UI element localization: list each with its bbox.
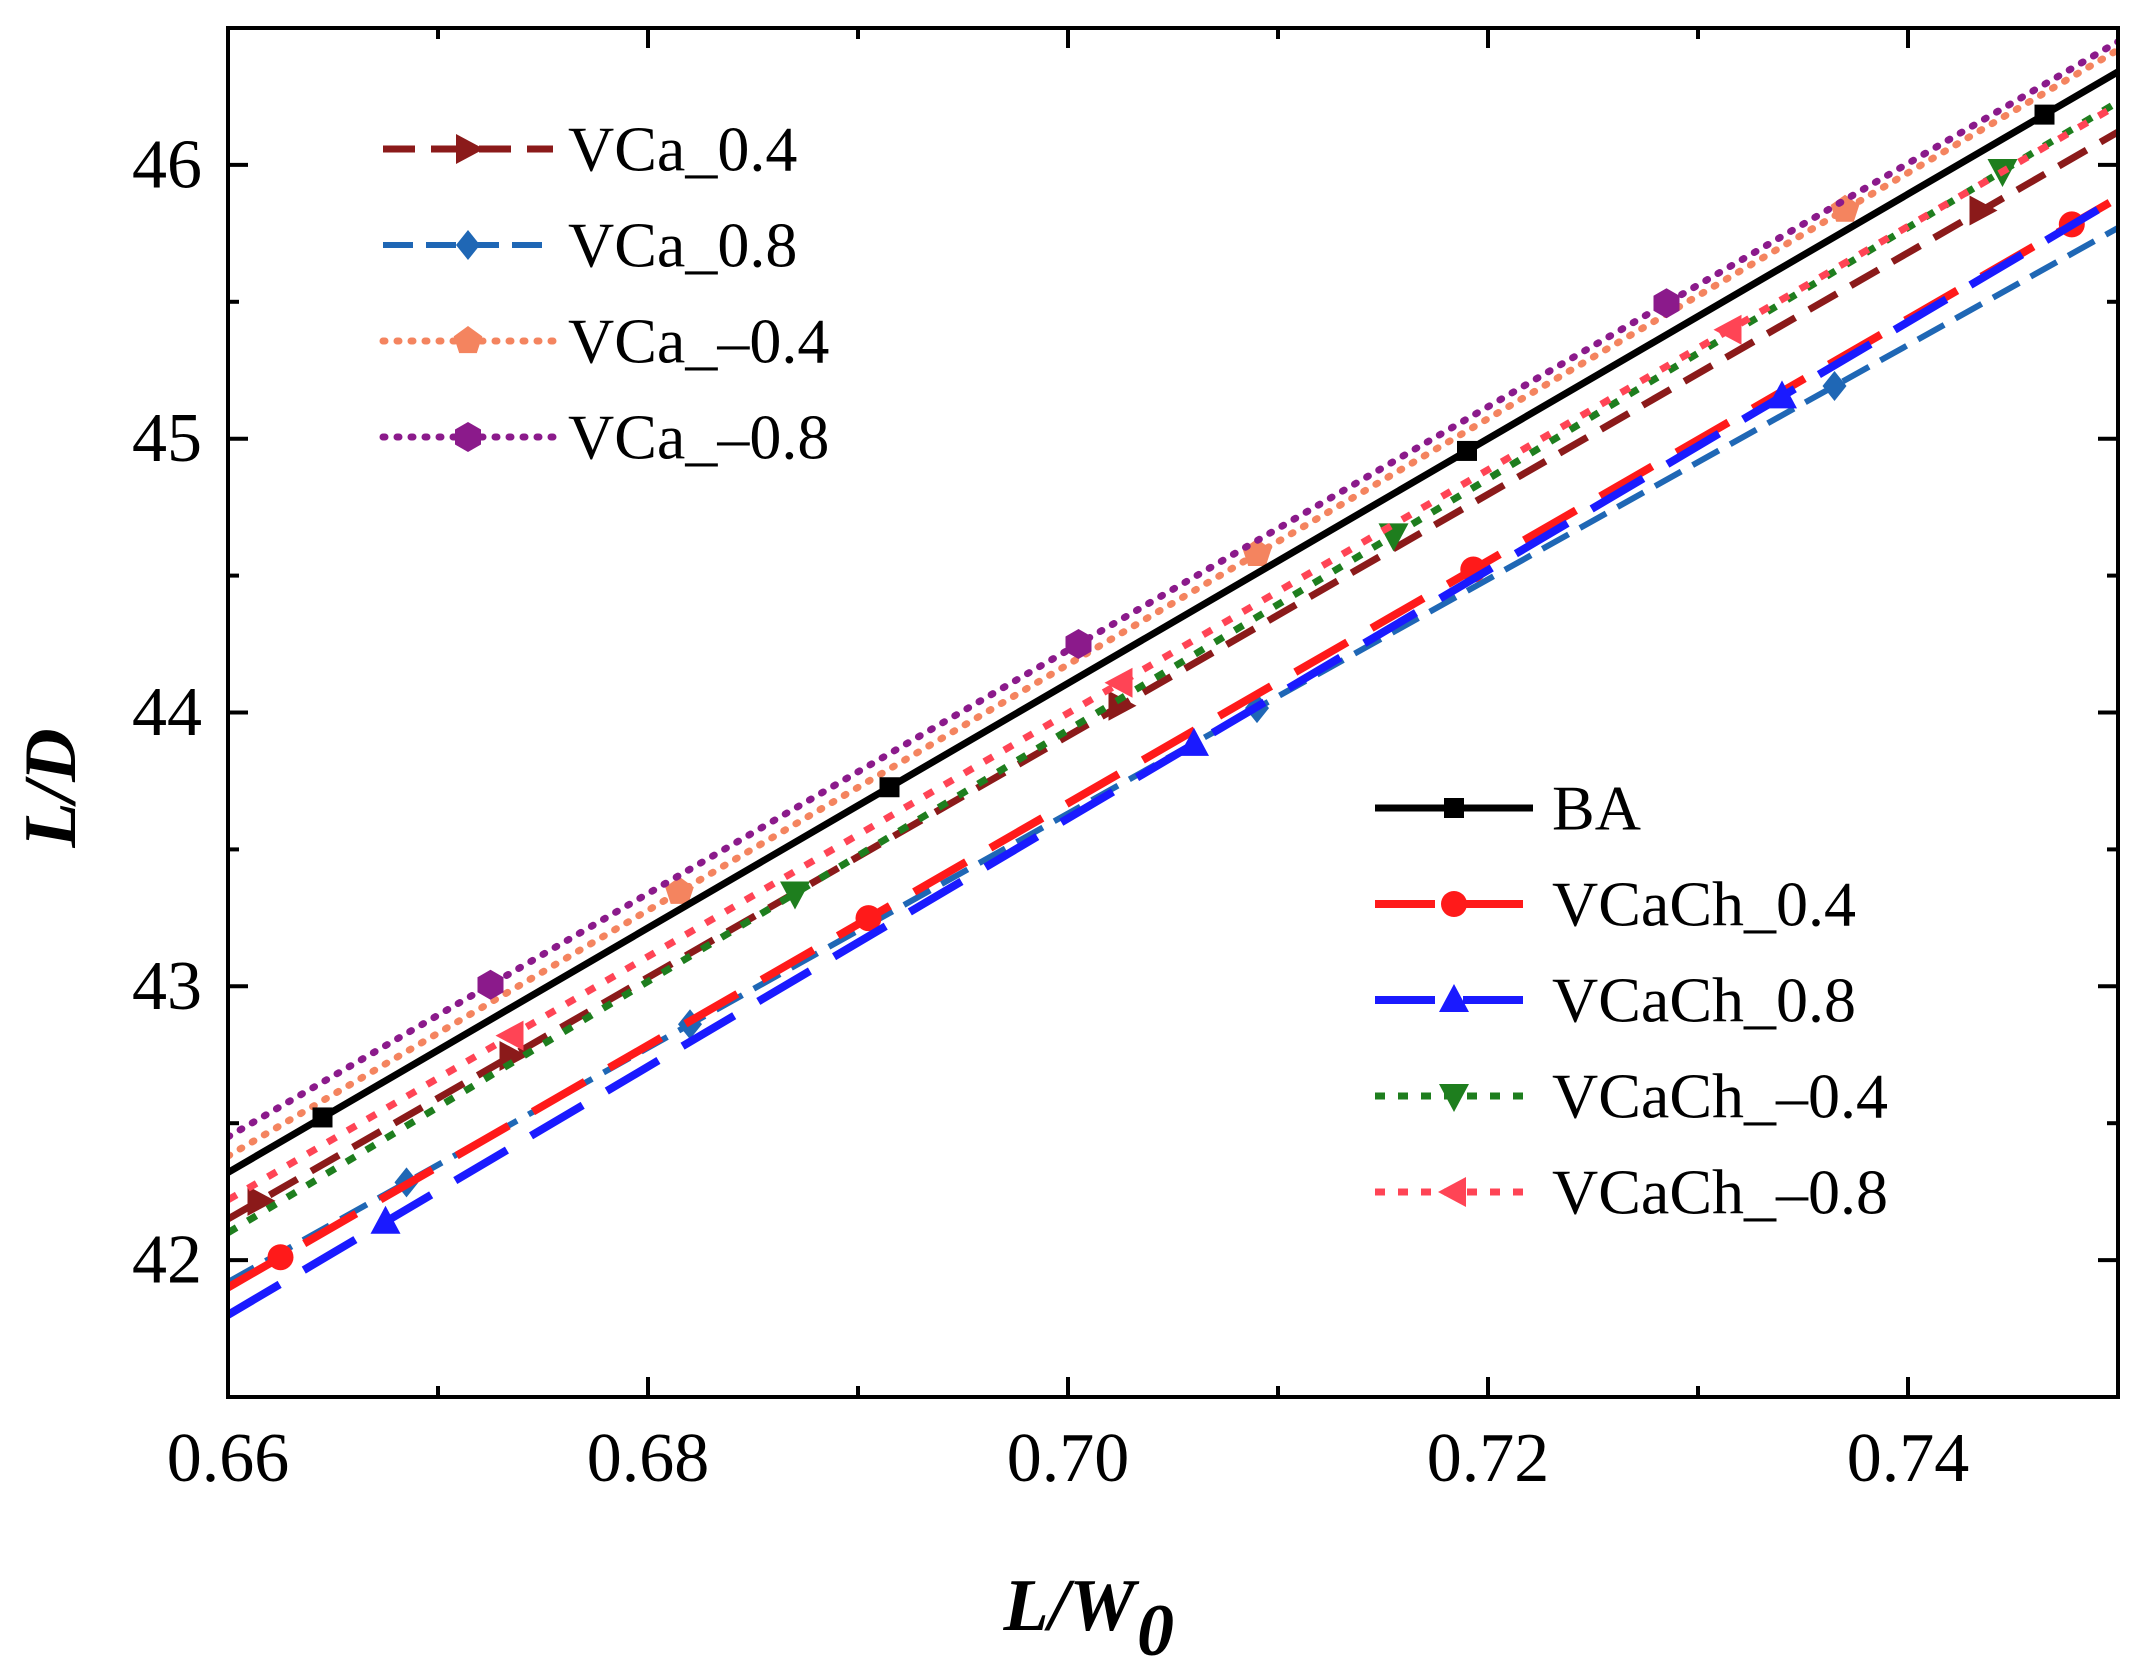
legend-marker-vcach-0-4 [1441,891,1467,917]
series-line-vcach-0-8 [228,194,2118,1319]
data-point-ba-1 [879,777,900,798]
legend-bottom-right: BA VCaCh_0.4 VCaCh_0.8 VCaCh_–0.4 VCaCh_–0.8 [1375,773,1888,1228]
legend-marker-vca-0-8 [456,230,480,260]
series-line-vca-0-4 [228,128,2118,1223]
data-point-vcach-0-8-2 [1767,380,1797,409]
series-line-vca-0-8 [228,38,2118,1141]
legend-marker-ba [1444,798,1464,818]
legend-entry-ba: BA [1375,773,1641,844]
series-line-vcach-0-4 [228,194,2118,1291]
data-point-vca-0-8-1 [1065,629,1092,659]
series-vcach-0-8 [228,101,2118,1203]
legend-top-left: VCa_0.4 VCa_0.8 VCa_–0.4 VCa_–0.8 [379,114,829,473]
legend-entry-vcach-0-4: VCaCh_–0.4 [1375,1061,1888,1132]
legend-marker-vca-0-4 [453,326,483,354]
x-tick-label: 0.68 [587,1420,710,1497]
data-point-ba-0 [312,1107,333,1128]
series-line-ba [228,68,2118,1176]
legend-entry-vca-0-4: VCa_0.4 [383,114,797,185]
legend-marker-vcach-0-8 [1438,1177,1466,1207]
legend-marker-vcach-0-8 [1439,984,1469,1012]
data-point-vcach-0-4-0 [780,881,810,910]
data-point-vcach-0-8-0 [495,1020,524,1051]
series-ba [228,68,2118,1176]
legend-marker-vca-0-8 [455,422,481,452]
series-line-vca-0-4 [228,46,2118,1160]
legend-marker-vca-0-4 [456,134,484,164]
x-axis-title: L/W [1002,1565,1140,1647]
series-line-vcach-0-8 [228,101,2118,1203]
data-point-ba-3 [2034,104,2055,125]
legend-label: VCa_–0.4 [568,306,829,377]
legend-entry-vcach-0-8: VCaCh_–0.8 [1375,1157,1888,1228]
y-tick-label: 43 [132,948,202,1025]
data-point-vcach-0-8-2 [1713,314,1742,345]
legend-label: VCaCh_0.8 [1552,965,1856,1036]
legend-entry-vcach-0-4: VCaCh_0.4 [1375,869,1856,940]
series-layer [228,38,2118,1319]
x-tick-label: 0.72 [1427,1420,1550,1497]
series-vca-0-4 [228,128,2118,1223]
series-vca-0-4 [228,46,2118,1160]
data-point-vcach-0-8-1 [1104,667,1133,698]
legend-label: VCa_0.4 [568,114,797,185]
legend-label: BA [1552,773,1641,844]
legend-entry-vca-0-8: VCa_–0.8 [379,402,829,473]
data-point-vca-0-4-3 [1969,195,1998,226]
y-tick-label: 42 [132,1222,202,1299]
series-vca-0-8 [228,38,2118,1141]
data-point-vca-0-4-0 [247,1185,276,1216]
legend-label: VCaCh_0.4 [1552,869,1856,940]
tick-labels: 0.66 0.68 0.70 0.72 0.74 42 43 44 45 46 [132,126,1969,1497]
data-point-ba-2 [1457,440,1477,461]
legend-entry-vcach-0-8: VCaCh_0.8 [1375,965,1856,1036]
legend-entry-vca-0-4: VCa_–0.4 [379,306,829,377]
data-point-vcach-0-4-1 [855,905,882,932]
series-vcach-0-8 [228,194,2118,1319]
data-point-vca-0-8-2 [1653,288,1680,319]
legend-label: VCa_0.8 [568,210,797,281]
y-tick-label: 46 [132,126,202,203]
data-point-vca-0-8-0 [477,969,504,1000]
x-tick-label: 0.66 [167,1420,290,1497]
legend-marker-vcach-0-4 [1439,1084,1469,1112]
data-point-vcach-0-4-0 [267,1244,294,1271]
data-point-vcach-0-8-0 [370,1205,401,1234]
legend-label: VCaCh_–0.4 [1552,1061,1888,1132]
legend-label: VCaCh_–0.8 [1552,1157,1888,1228]
legend-label: VCa_–0.8 [568,402,829,473]
data-point-vca-0-4-2 [1830,194,1860,222]
y-tick-label: 44 [132,674,202,751]
x-tick-label: 0.74 [1847,1420,1970,1497]
legend-entry-vca-0-8: VCa_0.8 [383,210,797,281]
data-point-vca-0-8-3 [1822,371,1847,401]
axis-ticks [226,26,2120,1399]
data-point-vcach-0-8-1 [1179,727,1209,756]
x-tick-label: 0.70 [1007,1420,1130,1497]
x-axis-title-subscript: 0 [1137,1590,1174,1667]
y-axis-title: L/D [10,728,92,848]
data-point-vca-0-4-0 [665,876,694,904]
y-tick-label: 45 [132,400,202,477]
